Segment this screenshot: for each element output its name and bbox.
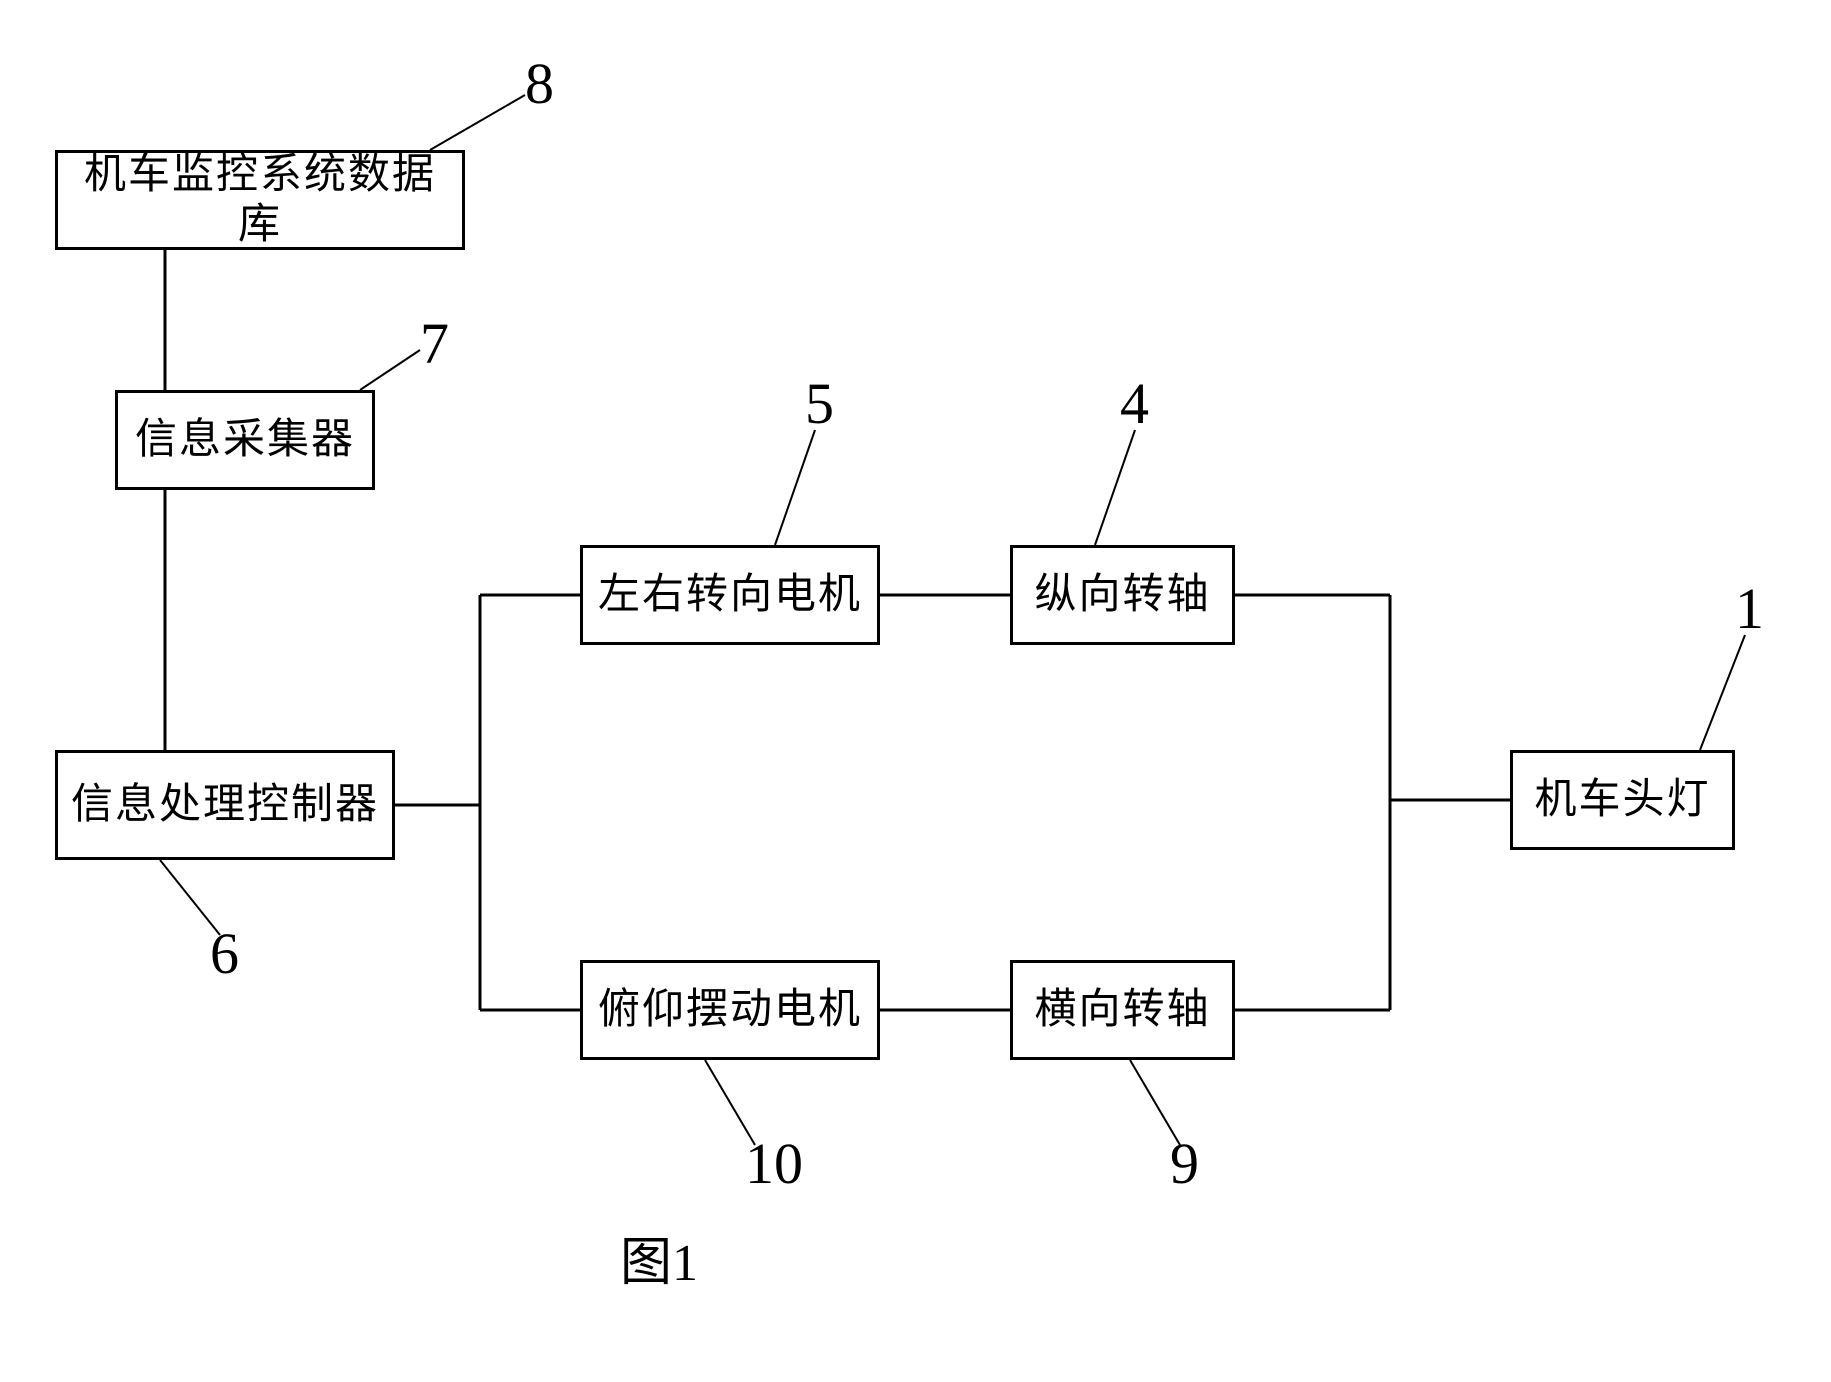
node-controller: 信息处理控制器 <box>55 750 395 860</box>
node-vert-shaft: 纵向转轴 <box>1010 545 1235 645</box>
node-horiz-shaft: 横向转轴 <box>1010 960 1235 1060</box>
ref-label-10: 10 <box>745 1130 803 1197</box>
ref-label-8: 8 <box>525 50 554 117</box>
node-label: 横向转轴 <box>1026 981 1218 1039</box>
node-label: 机车监控系统数据库 <box>58 146 462 255</box>
ref-label-4: 4 <box>1120 370 1149 437</box>
ref-label-7: 7 <box>420 310 449 377</box>
node-headlamp: 机车头灯 <box>1510 750 1735 850</box>
node-collector: 信息采集器 <box>115 390 375 490</box>
node-label: 机车头灯 <box>1526 771 1718 829</box>
node-label: 信息采集器 <box>127 411 363 469</box>
node-label: 俯仰摆动电机 <box>590 981 870 1039</box>
ref-label-9: 9 <box>1170 1130 1199 1197</box>
node-pitch-motor: 俯仰摆动电机 <box>580 960 880 1060</box>
ref-label-6: 6 <box>210 920 239 987</box>
node-label: 信息处理控制器 <box>63 776 387 834</box>
node-label: 纵向转轴 <box>1026 566 1218 624</box>
ref-label-5: 5 <box>805 370 834 437</box>
figure-caption: 图1 <box>620 1220 698 1295</box>
block-diagram: 机车监控系统数据库 信息采集器 信息处理控制器 左右转向电机 俯仰摆动电机 纵向… <box>0 0 1831 1382</box>
node-lr-motor: 左右转向电机 <box>580 545 880 645</box>
ref-label-1: 1 <box>1735 575 1764 642</box>
node-label: 左右转向电机 <box>590 566 870 624</box>
node-database: 机车监控系统数据库 <box>55 150 465 250</box>
